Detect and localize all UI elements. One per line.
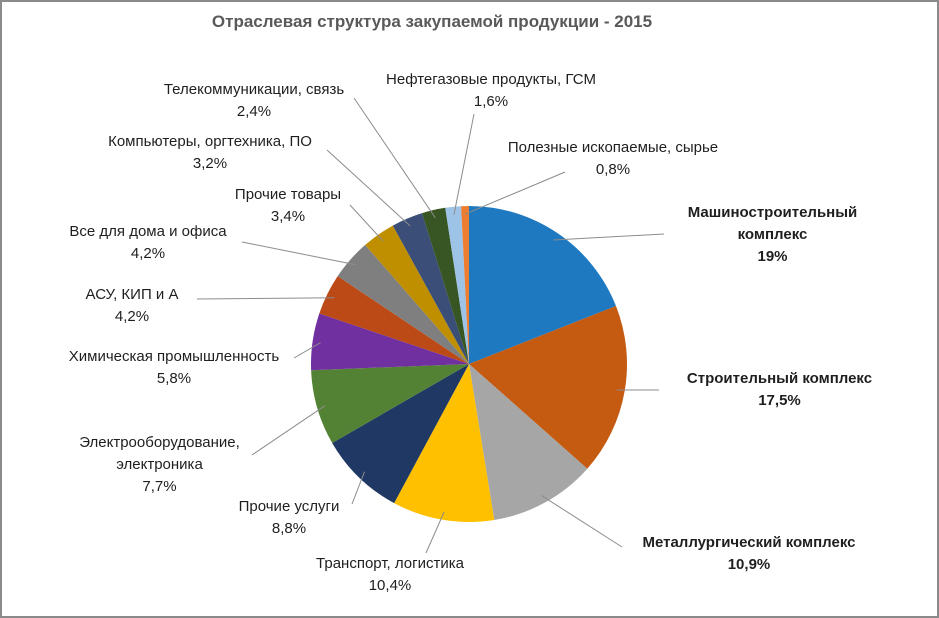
pie-slice-8 (319, 276, 469, 364)
leader-line-1 (553, 233, 665, 241)
leader-line-8 (196, 297, 335, 300)
pie-slice-12 (422, 207, 469, 364)
leader-line-11 (326, 149, 411, 227)
pie-slice-1 (469, 206, 616, 364)
pie-slice-11 (392, 213, 469, 364)
pie-slice-7 (310, 313, 469, 371)
chart-title: Отраслевая структура закупаемой продукци… (211, 12, 653, 31)
leader-line-9 (241, 241, 357, 266)
pie-slice-14 (461, 206, 469, 364)
leader-line-10 (349, 204, 384, 242)
leader-line-14 (465, 171, 566, 215)
pie-slice-2 (469, 306, 627, 469)
pie-slice-10 (365, 225, 469, 364)
leader-line-5 (351, 471, 365, 505)
pie-slice-3 (469, 364, 588, 520)
leader-line-7 (293, 342, 321, 359)
leader-line-13 (453, 113, 475, 215)
pie-slice-5 (332, 364, 469, 504)
leader-line-4 (425, 511, 445, 554)
leader-line-3 (541, 494, 623, 548)
pie-slice-13 (445, 206, 469, 364)
leader-line-12 (353, 97, 436, 219)
pie-slice-4 (394, 364, 495, 522)
leader-line-6 (251, 405, 326, 456)
pie-slice-6 (311, 364, 469, 443)
pie-slice-9 (337, 244, 469, 364)
